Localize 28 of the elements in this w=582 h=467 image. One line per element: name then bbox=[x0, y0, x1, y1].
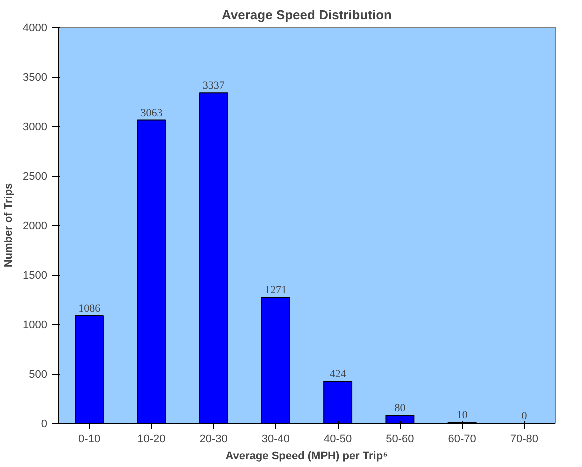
x-tick-label: 50-60 bbox=[386, 434, 414, 446]
data-label: 3063 bbox=[140, 107, 164, 120]
x-axis-title: Average Speed (MPH) per Trip⁵ bbox=[226, 450, 388, 462]
y-tick-label: 0 bbox=[41, 418, 48, 430]
chart-title: Average Speed Distribution bbox=[222, 8, 392, 22]
y-tick-label: 3000 bbox=[23, 122, 48, 134]
x-tick-label: 60-70 bbox=[448, 434, 476, 446]
data-label: 10 bbox=[456, 410, 468, 422]
x-tick-label: 0-10 bbox=[78, 434, 101, 446]
x-tick-label: 40-50 bbox=[324, 434, 352, 446]
y-tick-label: 1000 bbox=[23, 320, 48, 332]
y-tick-label: 3500 bbox=[23, 72, 48, 84]
x-tick-label: 20-30 bbox=[200, 434, 228, 446]
data-label: 424 bbox=[330, 368, 347, 381]
data-label: 3337 bbox=[202, 80, 226, 92]
data-label: 1271 bbox=[264, 284, 287, 297]
y-tick-label: 4000 bbox=[23, 22, 48, 34]
y-axis-title: Number of Trips bbox=[3, 183, 16, 268]
y-tick-label: 2500 bbox=[23, 171, 48, 183]
x-tick-label: 10-20 bbox=[138, 434, 166, 446]
x-tick-label: 70-80 bbox=[510, 434, 539, 446]
y-tick-label: 500 bbox=[29, 369, 48, 381]
y-tick-label: 1500 bbox=[23, 270, 48, 282]
data-label: 1086 bbox=[78, 302, 102, 315]
y-tick-label: 2000 bbox=[23, 220, 48, 232]
x-tick-label: 30-40 bbox=[262, 434, 290, 446]
data-label: 0 bbox=[522, 410, 528, 422]
data-label: 80 bbox=[394, 402, 406, 415]
